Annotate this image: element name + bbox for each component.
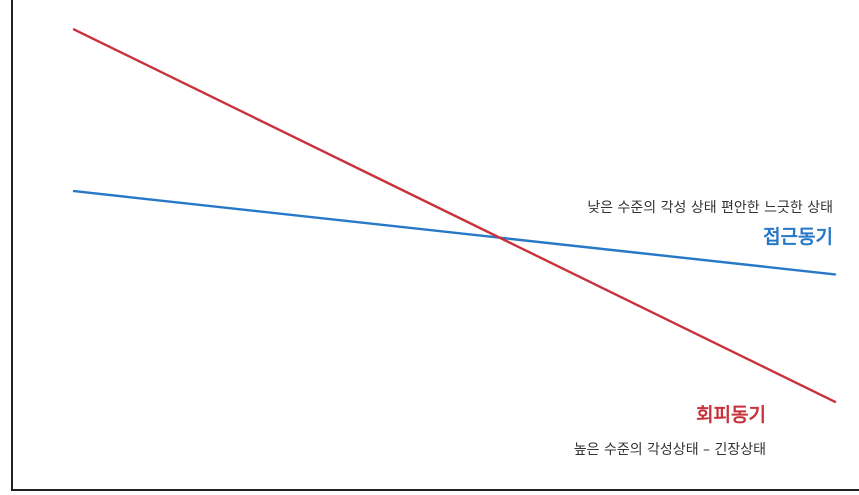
approach-description: 낮은 수준의 각성 상태 편안한 느긋한 상태	[587, 200, 833, 216]
avoidance-description: 높은 수준의 각성상태 – 긴장상태	[574, 442, 766, 458]
approach-label: 접근동기	[763, 226, 833, 248]
avoidance-line	[72, 28, 837, 403]
avoidance-label: 회피동기	[696, 404, 766, 426]
series-layer	[72, 28, 837, 403]
approach-line	[72, 189, 837, 276]
